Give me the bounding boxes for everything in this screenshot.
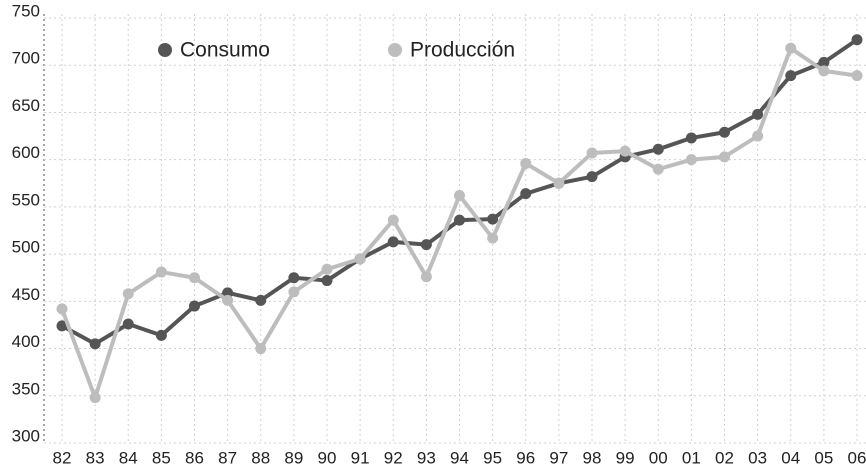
- data-point: [818, 56, 830, 68]
- y-tick-label: 400: [12, 332, 40, 351]
- data-point: [122, 288, 134, 300]
- x-tick-label: 00: [649, 448, 668, 467]
- y-tick-label: 450: [12, 285, 40, 304]
- x-tick-label: 04: [781, 448, 800, 467]
- data-point: [155, 266, 167, 278]
- data-point: [818, 65, 830, 77]
- x-tick-label: 98: [583, 448, 602, 467]
- data-point: [56, 303, 68, 315]
- data-point: [354, 253, 366, 265]
- data-point: [586, 171, 598, 183]
- data-point: [619, 145, 631, 157]
- data-point: [553, 177, 565, 189]
- data-point: [288, 272, 300, 284]
- x-tick-label: 97: [549, 448, 568, 467]
- y-tick-label: 550: [12, 190, 40, 209]
- data-point: [652, 143, 664, 155]
- data-point: [520, 188, 532, 200]
- data-point: [752, 108, 764, 120]
- data-point: [487, 213, 499, 225]
- x-tick-label: 83: [86, 448, 105, 467]
- data-point: [487, 232, 499, 244]
- data-point: [785, 42, 797, 54]
- data-point: [56, 320, 68, 332]
- data-point: [586, 147, 598, 159]
- data-point: [685, 154, 697, 166]
- x-tick-label: 87: [218, 448, 237, 467]
- data-point: [752, 130, 764, 142]
- y-tick-label: 500: [12, 238, 40, 257]
- data-point: [189, 300, 200, 312]
- y-tick-label: 300: [12, 426, 40, 445]
- x-tick-label: 95: [483, 448, 502, 467]
- data-point: [387, 236, 399, 248]
- x-tick-label: 92: [384, 448, 403, 467]
- data-point: [255, 343, 267, 355]
- x-tick-label: 86: [185, 448, 204, 467]
- x-tick-label: 06: [848, 448, 866, 467]
- data-point: [851, 70, 863, 82]
- data-point: [520, 157, 532, 169]
- data-point: [321, 263, 333, 275]
- x-tick-label: 03: [748, 448, 767, 467]
- data-point: [785, 70, 797, 82]
- data-point: [719, 151, 730, 163]
- x-tick-label: 89: [284, 448, 303, 467]
- x-tick-label: 05: [814, 448, 833, 467]
- data-point: [189, 272, 200, 284]
- legend-label: Producción: [410, 39, 515, 62]
- y-tick-label: 700: [12, 49, 40, 68]
- legend-marker: [158, 43, 172, 57]
- data-point: [122, 318, 134, 330]
- data-point: [89, 392, 101, 404]
- data-point: [222, 294, 234, 306]
- x-tick-label: 94: [450, 448, 469, 467]
- data-point: [719, 126, 730, 138]
- data-point: [255, 294, 267, 306]
- data-point: [454, 190, 465, 202]
- data-point: [288, 286, 300, 298]
- legend-marker: [388, 43, 402, 57]
- data-point: [685, 132, 697, 144]
- data-point: [454, 214, 465, 226]
- x-tick-label: 93: [417, 448, 436, 467]
- x-tick-label: 88: [251, 448, 270, 467]
- data-point: [222, 287, 234, 299]
- legend-label: Consumo: [180, 39, 270, 62]
- x-tick-label: 84: [119, 448, 138, 467]
- x-tick-label: 99: [616, 448, 635, 467]
- x-tick-label: 91: [351, 448, 370, 467]
- y-tick-label: 650: [12, 96, 40, 115]
- x-tick-label: 02: [715, 448, 734, 467]
- x-tick-label: 85: [152, 448, 171, 467]
- y-tick-label: 350: [12, 379, 40, 398]
- data-point: [420, 271, 432, 283]
- data-point: [155, 329, 167, 341]
- data-point: [89, 338, 101, 350]
- x-tick-label: 82: [53, 448, 72, 467]
- x-tick-label: 96: [516, 448, 535, 467]
- x-tick-label: 01: [682, 448, 701, 467]
- y-tick-label: 600: [12, 143, 40, 162]
- x-tick-label: 90: [318, 448, 337, 467]
- data-point: [387, 214, 399, 226]
- data-point: [851, 34, 863, 46]
- y-tick-label: 750: [12, 1, 40, 20]
- data-point: [420, 239, 432, 251]
- data-point: [321, 275, 333, 287]
- data-point: [652, 163, 664, 175]
